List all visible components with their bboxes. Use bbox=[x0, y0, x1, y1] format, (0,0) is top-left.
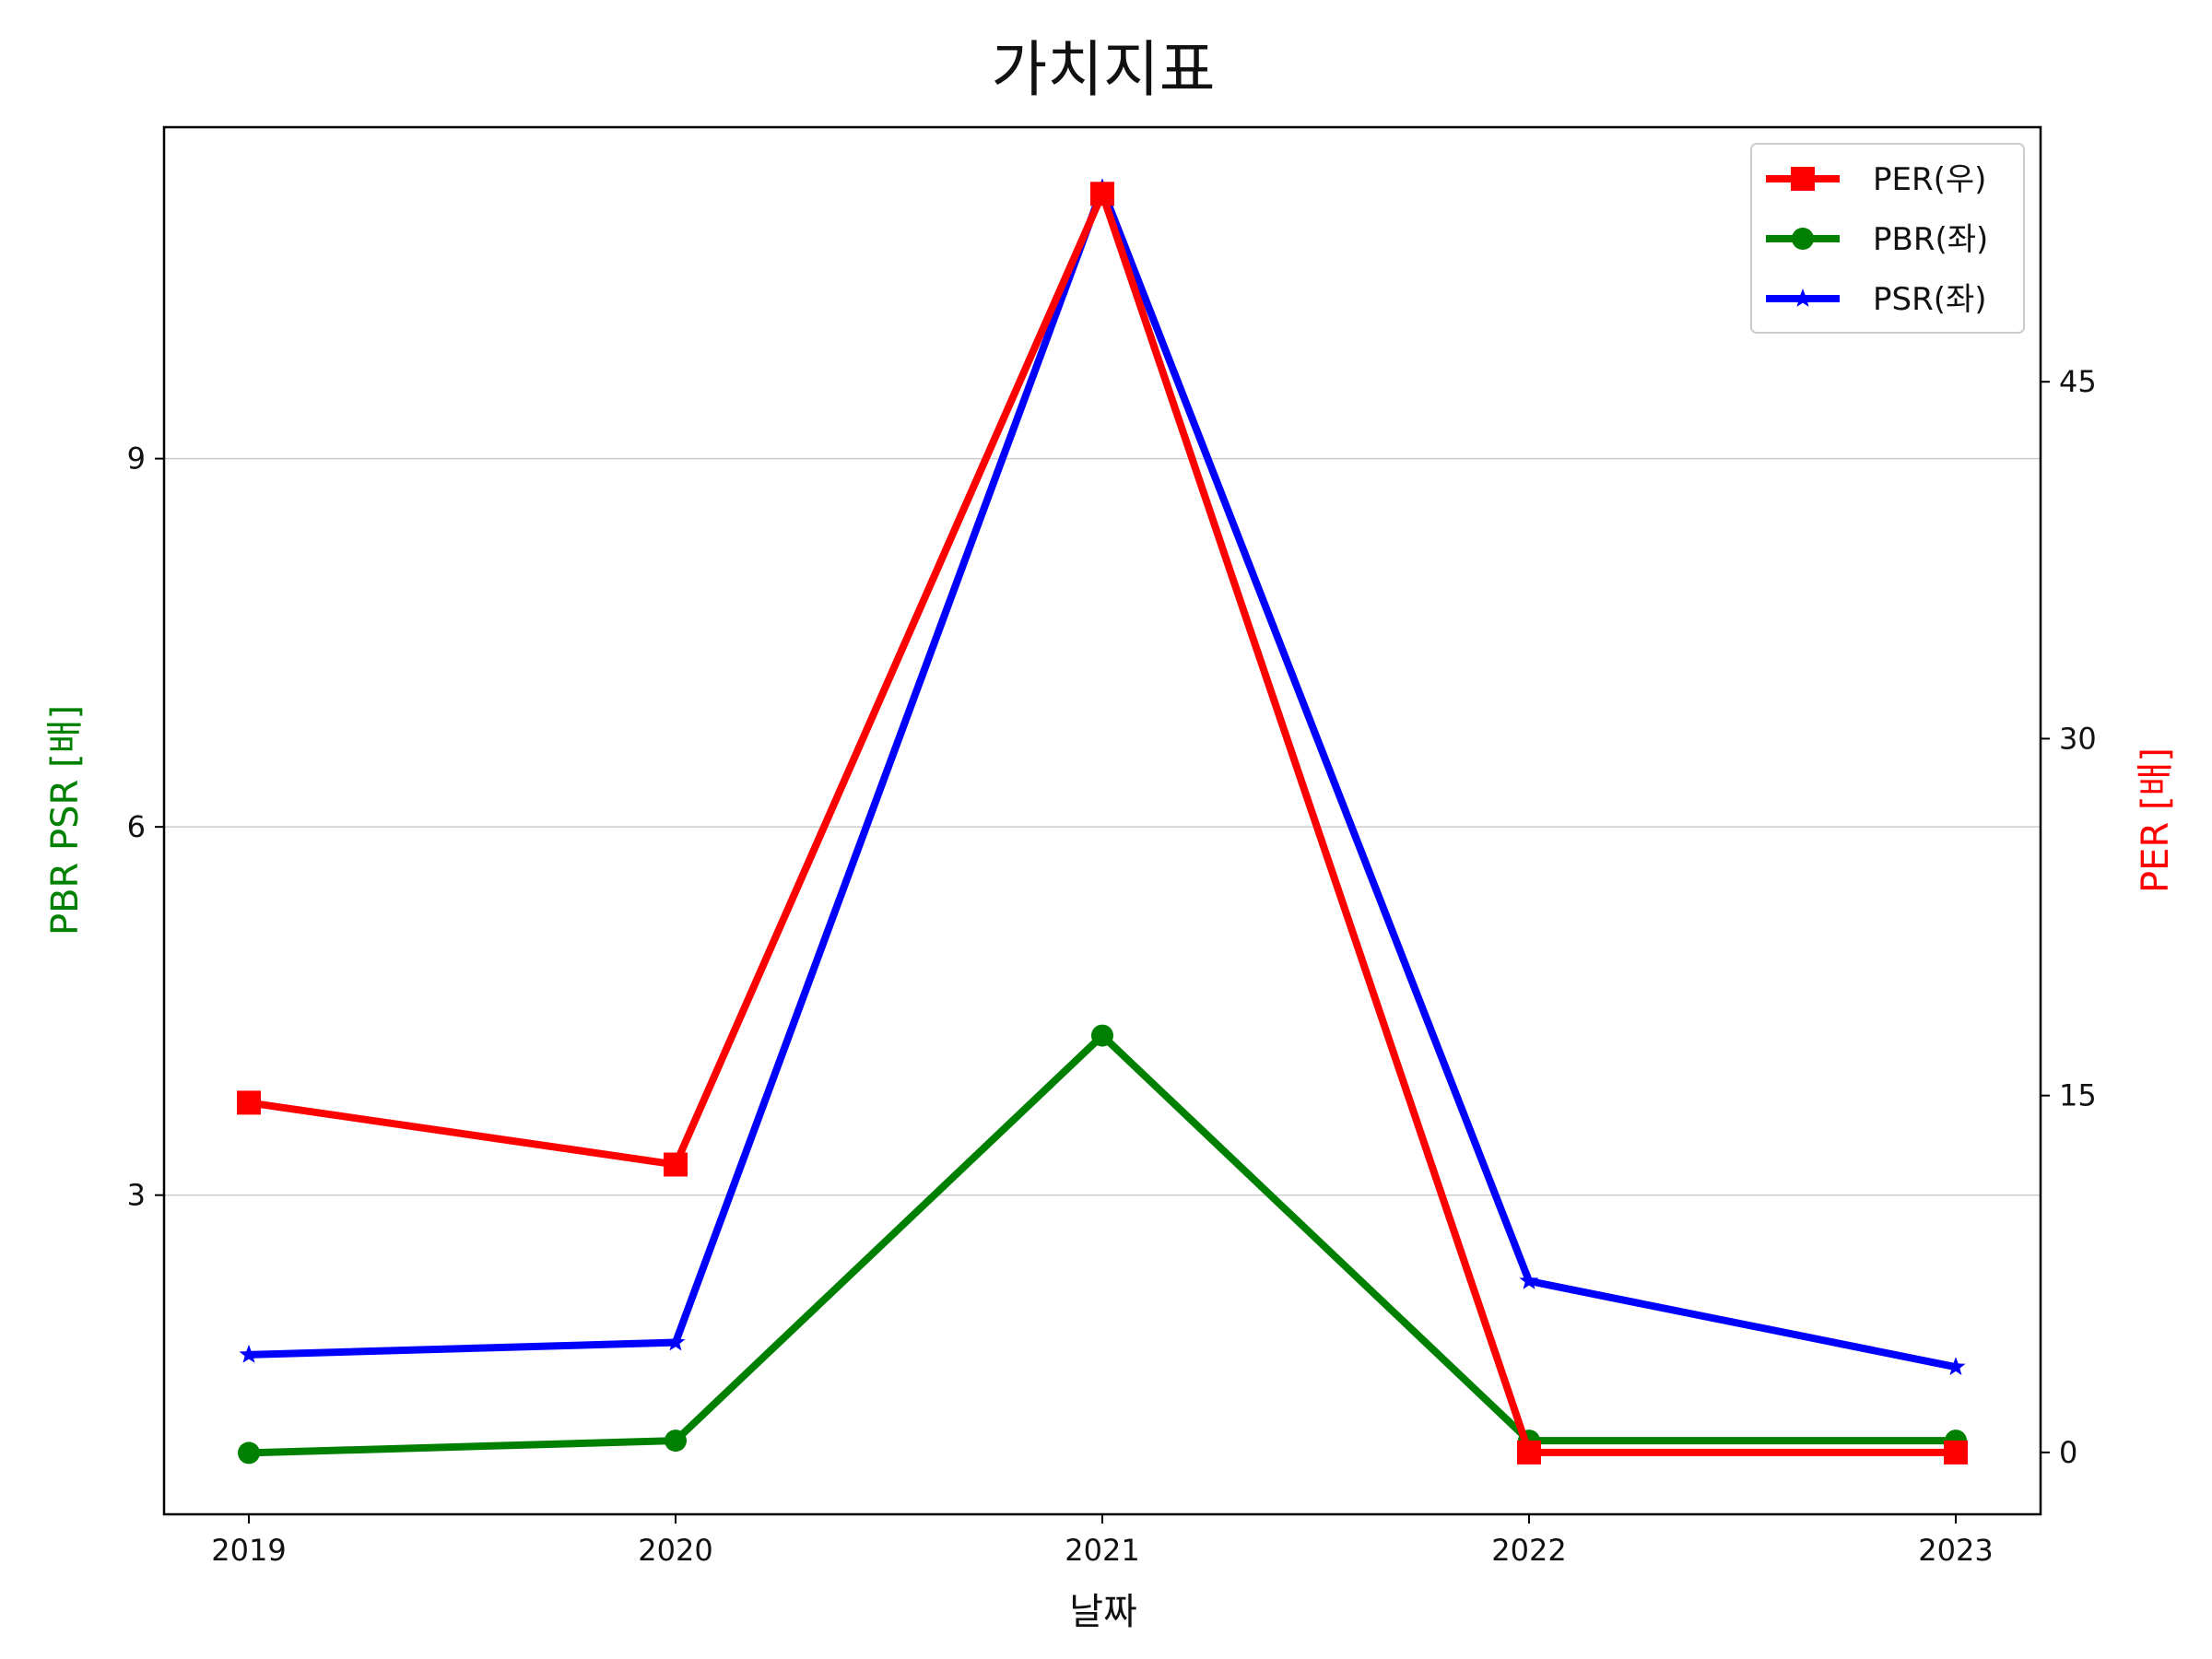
y-left-tick-label: 6 bbox=[127, 809, 146, 844]
y-right-tick-label: 15 bbox=[2059, 1078, 2097, 1113]
legend-label-psr: PSR(좌) bbox=[1873, 281, 1987, 318]
x-tick-label: 2020 bbox=[638, 1533, 712, 1568]
y-left-tick-label: 9 bbox=[127, 441, 146, 477]
series-pbr bbox=[238, 1024, 1967, 1465]
series-per bbox=[237, 182, 1968, 1465]
y-axis-left-label: PBR PSR [배] bbox=[44, 705, 87, 935]
plot-frame bbox=[162, 125, 2042, 1516]
data-point-per bbox=[237, 1090, 261, 1115]
x-axis: 2019 2020 2021 2022 2023 bbox=[211, 1514, 1994, 1568]
legend-marker-pbr bbox=[1792, 228, 1814, 250]
y-left-tick-label: 3 bbox=[127, 1178, 146, 1213]
data-point-pbr bbox=[238, 1441, 260, 1465]
y-axis-right: 0 15 30 45 bbox=[2041, 364, 2097, 1470]
data-point-per bbox=[1944, 1440, 1968, 1465]
x-tick-label: 2023 bbox=[1918, 1533, 1993, 1568]
legend-label-per: PER(우) bbox=[1873, 161, 1986, 198]
x-tick-label: 2022 bbox=[1491, 1533, 1566, 1568]
data-point-psr bbox=[239, 1344, 259, 1363]
x-tick-label: 2021 bbox=[1065, 1533, 1139, 1568]
data-point-per bbox=[1090, 182, 1114, 206]
series-line-psr bbox=[248, 178, 1957, 1371]
series-layer bbox=[237, 178, 1968, 1465]
data-point-per bbox=[664, 1152, 688, 1177]
grid-lines bbox=[164, 457, 2041, 1196]
legend-box bbox=[1750, 143, 2025, 334]
data-point-pbr bbox=[1091, 1024, 1113, 1047]
data-point-psr bbox=[665, 1332, 686, 1351]
legend-marker-per bbox=[1791, 167, 1815, 191]
y-right-tick-label: 30 bbox=[2059, 721, 2097, 756]
y-axis-right-label: PER [배] bbox=[2135, 747, 2177, 893]
data-point-pbr bbox=[665, 1430, 687, 1453]
chart-title: 가치지표 bbox=[992, 34, 1216, 105]
series-line-per bbox=[248, 183, 1956, 1456]
data-point-per bbox=[1517, 1440, 1541, 1465]
x-axis-label: 날짜 bbox=[1069, 1591, 1137, 1633]
y-axis-left: 3 6 9 bbox=[127, 441, 164, 1213]
data-point-psr bbox=[1519, 1270, 1539, 1289]
y-right-tick-label: 0 bbox=[2059, 1435, 2077, 1470]
series-line-pbr bbox=[248, 1030, 1956, 1457]
legend-label-pbr: PBR(좌) bbox=[1873, 221, 1988, 258]
legend: PER(우) PBR(좌) PSR(좌) bbox=[1750, 143, 2025, 334]
data-point-psr bbox=[1946, 1357, 1966, 1376]
legend-marker-psr bbox=[1793, 288, 1813, 307]
x-tick-label: 2019 bbox=[211, 1533, 286, 1568]
y-right-tick-label: 45 bbox=[2059, 364, 2097, 399]
